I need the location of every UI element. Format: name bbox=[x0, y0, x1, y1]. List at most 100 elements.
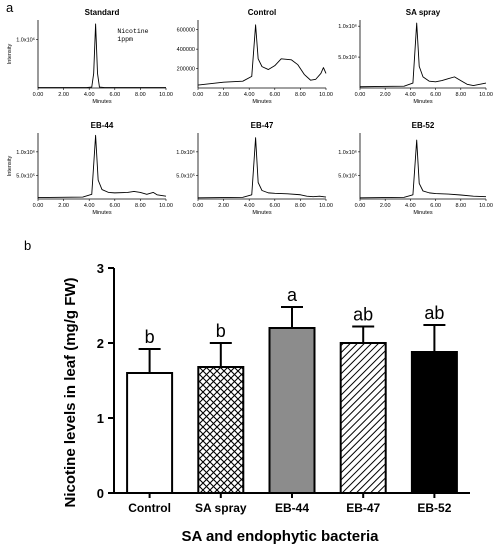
chromatogram-trace bbox=[359, 139, 487, 199]
y-tick-label: 400000 bbox=[177, 47, 195, 53]
y-axis-title: Nicotine levels in leaf (mg/g FW) bbox=[62, 277, 79, 507]
annotation-text: 1ppm bbox=[117, 36, 133, 43]
x-axis-title: Minutes bbox=[252, 99, 272, 105]
x-tick-label: 6.00 bbox=[269, 92, 280, 98]
x-tick-label: 4.00 bbox=[244, 203, 255, 209]
x-axis-title: Minutes bbox=[252, 210, 272, 216]
y-tick-label: 3 bbox=[97, 261, 104, 276]
x-tick-label: 0.00 bbox=[355, 203, 366, 209]
significance-label-eb-44: a bbox=[287, 285, 298, 305]
chromatogram-panels: Standard 0.00 2.00 4.00 6.00 8.00 10.00 Minutes… bbox=[7, 8, 493, 216]
y-tick-label: 1.0x10⁶ bbox=[338, 23, 357, 30]
x-tick-label: 0.00 bbox=[33, 92, 44, 98]
bar-control bbox=[126, 372, 174, 494]
x-axis-title: Minutes bbox=[92, 210, 112, 216]
y-tick-label: 5.0x10⁵ bbox=[338, 54, 357, 61]
y-tick-label: 5.0x10⁵ bbox=[338, 172, 357, 179]
significance-label-sa-spray: b bbox=[216, 321, 226, 341]
x-tick-label: 8.00 bbox=[135, 203, 146, 209]
x-tick-label: 0.00 bbox=[193, 92, 204, 98]
x-tick-label: 0.00 bbox=[33, 203, 44, 209]
chromatogram-trace bbox=[359, 22, 487, 88]
bar-chart: 0 1 2 3 b Control b SA spray a EB-44 ab EB-47 ab EB-5… bbox=[62, 261, 470, 545]
x-tick-label: 10.00 bbox=[479, 203, 493, 209]
chromatogram-title: EB-44 bbox=[91, 121, 114, 130]
y-tick-label: 1.0x10⁶ bbox=[16, 36, 35, 43]
x-tick-label: 6.00 bbox=[430, 92, 441, 98]
x-tick-label-eb-44: EB-44 bbox=[275, 501, 309, 515]
x-tick-label: 4.00 bbox=[84, 203, 95, 209]
x-tick-label: 2.00 bbox=[58, 203, 69, 209]
x-axis-title: SA and endophytic bacteria bbox=[182, 528, 380, 545]
x-axis-title: Minutes bbox=[92, 99, 112, 105]
x-tick-label: 10.00 bbox=[319, 203, 333, 209]
x-tick-label-eb-52: EB-52 bbox=[417, 501, 451, 515]
x-tick-label: 2.00 bbox=[58, 92, 69, 98]
panel-b-label: b bbox=[24, 238, 32, 253]
y-tick-label: 2 bbox=[97, 336, 104, 351]
x-tick-label: 2.00 bbox=[380, 92, 391, 98]
x-tick-label: 2.00 bbox=[380, 203, 391, 209]
chromatogram-eb-47: EB-47 0.00 2.00 4.00 6.00 8.00 10.00 Minutes 5.0… bbox=[176, 121, 333, 216]
x-axis-title: Minutes bbox=[413, 99, 433, 105]
x-tick-label: 8.00 bbox=[455, 92, 466, 98]
chromatogram-trace bbox=[197, 137, 327, 199]
y-tick-label: 0 bbox=[97, 486, 104, 501]
bar-eb-44 bbox=[268, 327, 316, 494]
x-tick-label: 10.00 bbox=[159, 92, 173, 98]
x-tick-label-eb-47: EB-47 bbox=[346, 501, 380, 515]
y-tick-label: 600000 bbox=[177, 28, 195, 34]
bar-sa-spray bbox=[197, 366, 245, 494]
y-tick-label: 1.0x10⁶ bbox=[176, 149, 195, 156]
x-tick-label: 4.00 bbox=[244, 92, 255, 98]
x-tick-label: 0.00 bbox=[193, 203, 204, 209]
chromatogram-eb-52: EB-52 0.00 2.00 4.00 6.00 8.00 10.00 Minutes 5.0… bbox=[338, 121, 493, 216]
chromatogram-standard: Standard 0.00 2.00 4.00 6.00 8.00 10.00 Minutes… bbox=[7, 8, 173, 105]
x-tick-label: 0.00 bbox=[355, 92, 366, 98]
chromatogram-title: EB-47 bbox=[251, 121, 274, 130]
chromatogram-trace bbox=[38, 23, 166, 89]
chromatogram-trace bbox=[197, 24, 327, 86]
x-tick-label: 6.00 bbox=[430, 203, 441, 209]
x-tick-label: 8.00 bbox=[295, 92, 306, 98]
x-tick-label: 6.00 bbox=[109, 92, 120, 98]
x-tick-label: 4.00 bbox=[84, 92, 95, 98]
y-axis-title: Intensity bbox=[7, 44, 13, 65]
x-tick-label: 2.00 bbox=[218, 203, 229, 209]
chromatogram-title: SA spray bbox=[406, 8, 441, 17]
significance-label-control: b bbox=[145, 327, 155, 347]
x-tick-label: 6.00 bbox=[269, 203, 280, 209]
y-tick-label: 5.0x10⁵ bbox=[16, 172, 35, 179]
chromatogram-control: Control 0.00 2.00 4.00 6.00 8.00 10.00 Minutes 2… bbox=[177, 8, 333, 105]
y-tick-label: 1 bbox=[97, 411, 104, 426]
x-tick-label: 8.00 bbox=[455, 203, 466, 209]
x-tick-label: 8.00 bbox=[135, 92, 146, 98]
y-tick-label: 5.0x10⁵ bbox=[176, 172, 195, 179]
chromatogram-title: Standard bbox=[85, 8, 120, 17]
x-tick-label: 10.00 bbox=[319, 92, 333, 98]
x-tick-label-sa-spray: SA spray bbox=[195, 501, 247, 515]
bar-eb-52 bbox=[410, 351, 458, 494]
x-tick-label: 10.00 bbox=[159, 203, 173, 209]
x-tick-label: 10.00 bbox=[479, 92, 493, 98]
x-tick-label: 8.00 bbox=[295, 203, 306, 209]
y-tick-label: 200000 bbox=[177, 67, 195, 73]
x-tick-label: 4.00 bbox=[405, 92, 416, 98]
y-tick-label: 1.0x10⁶ bbox=[338, 149, 357, 156]
x-tick-label-control: Control bbox=[128, 501, 171, 515]
x-tick-label: 6.00 bbox=[109, 203, 120, 209]
chromatogram-sa-spray: SA spray 0.00 2.00 4.00 6.00 8.00 10.00 Minutes… bbox=[338, 8, 493, 105]
x-axis-title: Minutes bbox=[413, 210, 433, 216]
chromatogram-title: Control bbox=[248, 8, 276, 17]
bar-eb-47 bbox=[339, 342, 387, 494]
x-tick-label: 2.00 bbox=[218, 92, 229, 98]
annotation-text: Nicotine bbox=[117, 28, 148, 35]
x-tick-label: 4.00 bbox=[405, 203, 416, 209]
chromatogram-eb-44: EB-44 0.00 2.00 4.00 6.00 8.00 10.00 Minutes 5.0… bbox=[7, 121, 173, 216]
y-tick-label: 1.0x10⁶ bbox=[16, 149, 35, 156]
significance-label-eb-47: ab bbox=[353, 305, 373, 325]
panel-a-label: a bbox=[6, 0, 14, 15]
chromatogram-title: EB-52 bbox=[412, 121, 435, 130]
significance-label-eb-52: ab bbox=[424, 303, 444, 323]
